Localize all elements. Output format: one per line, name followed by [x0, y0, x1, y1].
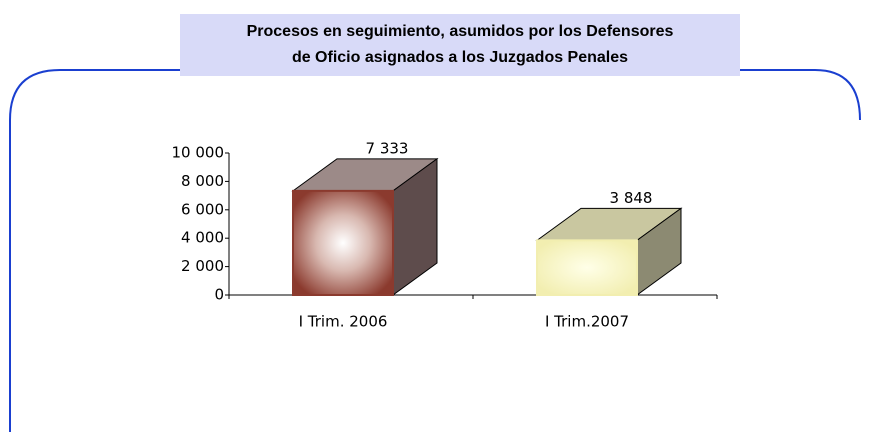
bar	[292, 189, 394, 296]
y-tick-label: 4 000	[181, 229, 224, 247]
chart-title: Procesos en seguimiento, asumidos por lo…	[247, 23, 674, 40]
bar	[536, 239, 638, 296]
y-tick-label: 10 000	[172, 144, 225, 162]
y-tick-label: 6 000	[181, 200, 224, 218]
chart-title: de Oficio asignados a los Juzgados Penal…	[292, 49, 628, 66]
x-tick-label: I Trim. 2006	[299, 313, 388, 331]
value-label: 3 848	[610, 189, 653, 207]
y-tick-label: 0	[214, 286, 224, 304]
y-tick-label: 2 000	[181, 257, 224, 275]
title-box	[180, 14, 740, 76]
frame	[9, 69, 861, 432]
y-tick-label: 8 000	[181, 172, 224, 190]
x-tick-label: I Trim.2007	[545, 313, 629, 331]
value-label: 7 333	[366, 139, 409, 157]
